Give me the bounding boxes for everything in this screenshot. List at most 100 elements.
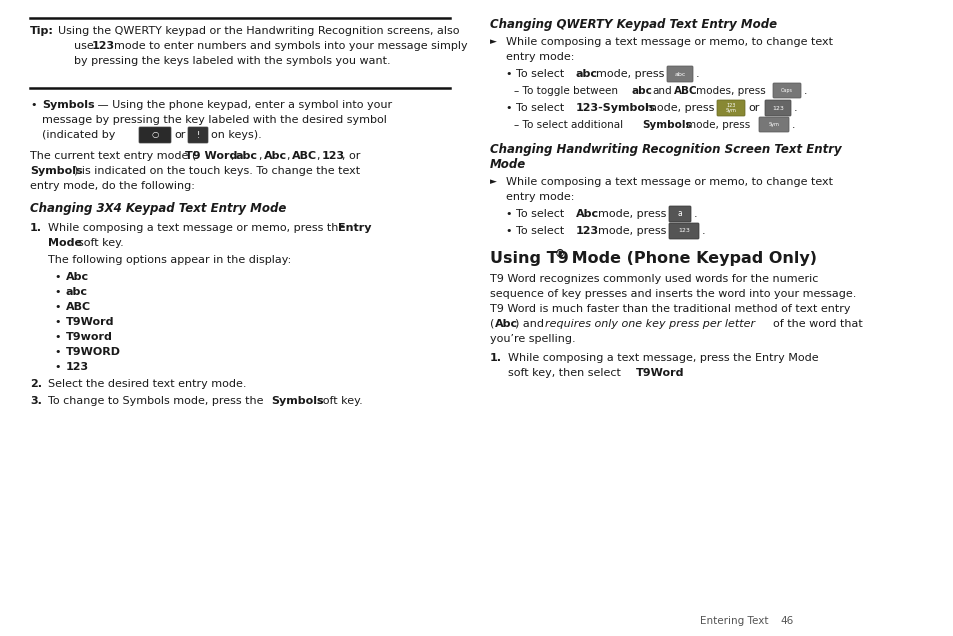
Text: 123: 123	[678, 228, 689, 233]
Text: .: .	[693, 209, 697, 219]
Text: Entering Text: Entering Text	[700, 616, 768, 626]
Text: 123-Symbols: 123-Symbols	[576, 103, 656, 113]
Text: or: or	[173, 130, 185, 140]
Text: modes, press: modes, press	[696, 86, 765, 96]
Text: T9 Word is much faster than the traditional method of text entry: T9 Word is much faster than the traditio…	[490, 304, 850, 314]
Text: • To select: • To select	[505, 69, 563, 79]
Text: T9 Word: T9 Word	[185, 151, 237, 161]
Text: 123: 123	[66, 362, 89, 372]
Text: To change to Symbols mode, press the: To change to Symbols mode, press the	[48, 396, 263, 406]
Text: •: •	[54, 347, 60, 357]
Text: Abc: Abc	[66, 272, 89, 282]
Text: 123: 123	[576, 226, 598, 236]
Text: T9 Word recognizes commonly used words for the numeric: T9 Word recognizes commonly used words f…	[490, 274, 818, 284]
Text: Using the QWERTY keypad or the Handwriting Recognition screens, also: Using the QWERTY keypad or the Handwriti…	[58, 26, 459, 36]
Text: mode, press: mode, press	[598, 226, 666, 236]
Text: • To select: • To select	[505, 103, 563, 113]
Text: .: .	[791, 120, 795, 130]
FancyBboxPatch shape	[188, 127, 208, 143]
Text: The following options appear in the display:: The following options appear in the disp…	[48, 255, 291, 265]
Text: 2.: 2.	[30, 379, 42, 389]
Text: .: .	[676, 368, 679, 378]
Text: requires only one key press per letter: requires only one key press per letter	[544, 319, 755, 329]
Text: Symbols: Symbols	[641, 120, 691, 130]
FancyBboxPatch shape	[668, 223, 699, 239]
Text: abc: abc	[631, 86, 652, 96]
Text: entry mode:: entry mode:	[505, 52, 574, 62]
Text: ►: ►	[490, 177, 497, 186]
Text: entry mode, do the following:: entry mode, do the following:	[30, 181, 194, 191]
FancyBboxPatch shape	[717, 100, 744, 116]
Text: ►: ►	[490, 37, 497, 46]
Text: .: .	[696, 69, 699, 79]
Text: While composing a text message or memo, to change text: While composing a text message or memo, …	[505, 37, 832, 47]
Text: The current text entry mode (: The current text entry mode (	[30, 151, 196, 161]
FancyBboxPatch shape	[139, 127, 171, 143]
Text: a: a	[677, 209, 681, 219]
Text: .: .	[793, 103, 797, 113]
FancyBboxPatch shape	[772, 83, 801, 98]
Text: .: .	[803, 86, 806, 96]
Text: Entry: Entry	[337, 223, 371, 233]
Text: and: and	[651, 86, 671, 96]
Text: Symbols: Symbols	[30, 166, 83, 176]
Text: ABC: ABC	[66, 302, 91, 312]
Text: abc: abc	[576, 69, 598, 79]
FancyBboxPatch shape	[764, 100, 790, 116]
Text: – To toggle between: – To toggle between	[514, 86, 618, 96]
Text: mode, press: mode, press	[598, 209, 666, 219]
Text: Symbols: Symbols	[271, 396, 323, 406]
Text: Abc: Abc	[495, 319, 517, 329]
Text: abc: abc	[66, 287, 88, 297]
Text: ABC: ABC	[292, 151, 316, 161]
Text: ,: ,	[286, 151, 289, 161]
Text: 46: 46	[780, 616, 792, 626]
FancyBboxPatch shape	[668, 206, 690, 222]
Text: ®: ®	[555, 249, 565, 259]
Text: T9Word: T9Word	[66, 317, 114, 327]
Text: •: •	[54, 302, 60, 312]
Text: ) and: ) and	[515, 319, 543, 329]
Text: Abc: Abc	[576, 209, 598, 219]
Text: Changing 3X4 Keypad Text Entry Mode: Changing 3X4 Keypad Text Entry Mode	[30, 202, 286, 215]
Text: soft key.: soft key.	[316, 396, 362, 406]
Text: Tip:: Tip:	[30, 26, 53, 36]
Text: Sym: Sym	[768, 122, 779, 127]
Text: soft key, then select: soft key, then select	[507, 368, 620, 378]
Text: Mode (Phone Keypad Only): Mode (Phone Keypad Only)	[565, 251, 816, 266]
Text: abc: abc	[235, 151, 257, 161]
Text: ,: ,	[315, 151, 319, 161]
Text: 123: 123	[322, 151, 345, 161]
Text: While composing a text message or memo, press the: While composing a text message or memo, …	[48, 223, 345, 233]
Text: 123: 123	[771, 106, 783, 111]
Text: While composing a text message, press the Entry Mode: While composing a text message, press th…	[507, 353, 818, 363]
Text: or: or	[747, 103, 759, 113]
Text: message by pressing the key labeled with the desired symbol: message by pressing the key labeled with…	[42, 115, 387, 125]
Text: sequence of key presses and inserts the word into your message.: sequence of key presses and inserts the …	[490, 289, 856, 299]
Text: mode, press: mode, press	[596, 69, 663, 79]
Text: • To select: • To select	[505, 226, 563, 236]
Text: ABC: ABC	[673, 86, 697, 96]
Text: Mode: Mode	[48, 238, 82, 248]
Text: 1.: 1.	[490, 353, 501, 363]
Text: you’re spelling.: you’re spelling.	[490, 334, 575, 344]
Text: •: •	[54, 317, 60, 327]
Text: T9WORD: T9WORD	[66, 347, 121, 357]
Text: •: •	[54, 287, 60, 297]
Text: ) is indicated on the touch keys. To change the text: ) is indicated on the touch keys. To cha…	[74, 166, 359, 176]
Text: 1.: 1.	[30, 223, 42, 233]
Text: on keys).: on keys).	[211, 130, 261, 140]
Text: ,: ,	[257, 151, 261, 161]
Text: .: .	[701, 226, 705, 236]
Text: •: •	[54, 362, 60, 372]
Text: 123: 123	[91, 41, 115, 51]
Text: Changing QWERTY Keypad Text Entry Mode: Changing QWERTY Keypad Text Entry Mode	[490, 18, 777, 31]
Text: 123
Sym: 123 Sym	[725, 102, 736, 113]
Text: Symbols: Symbols	[42, 100, 94, 110]
Text: T9Word: T9Word	[636, 368, 684, 378]
Text: of the word that: of the word that	[772, 319, 862, 329]
Text: entry mode:: entry mode:	[505, 192, 574, 202]
Text: Abc: Abc	[264, 151, 287, 161]
Text: Mode: Mode	[490, 158, 526, 171]
Text: !: !	[196, 130, 199, 139]
